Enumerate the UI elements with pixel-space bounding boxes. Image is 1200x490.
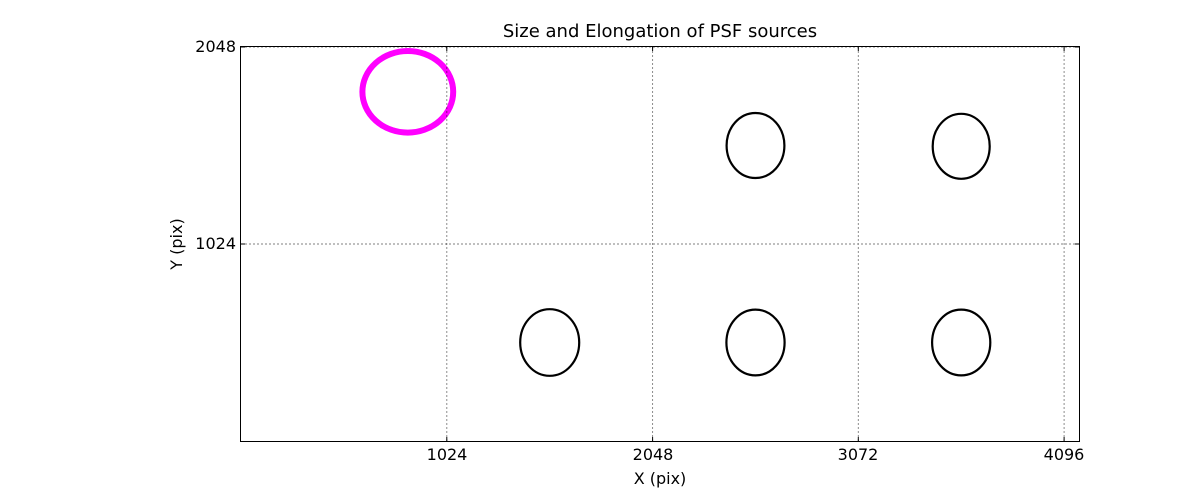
y-tick-label: 1024	[195, 234, 236, 253]
x-tick-label: 2048	[632, 445, 674, 464]
axes-frame	[240, 46, 1080, 442]
x-tick-label: 4096	[1043, 445, 1085, 464]
y-tick-label: 2048	[195, 37, 236, 56]
chart-title: Size and Elongation of PSF sources	[502, 21, 818, 42]
x-tick-label: 3072	[837, 445, 879, 464]
psf-ellipse	[931, 308, 992, 377]
x-axis-label: X (pix)	[633, 469, 687, 488]
psf-ellipse-highlighted	[359, 48, 457, 136]
x-tick-label: 1024	[426, 445, 468, 464]
psf-ellipse	[519, 308, 581, 377]
psf-ellipse	[931, 112, 991, 180]
psf-ellipse	[725, 111, 786, 180]
psf-ellipse	[725, 308, 786, 377]
